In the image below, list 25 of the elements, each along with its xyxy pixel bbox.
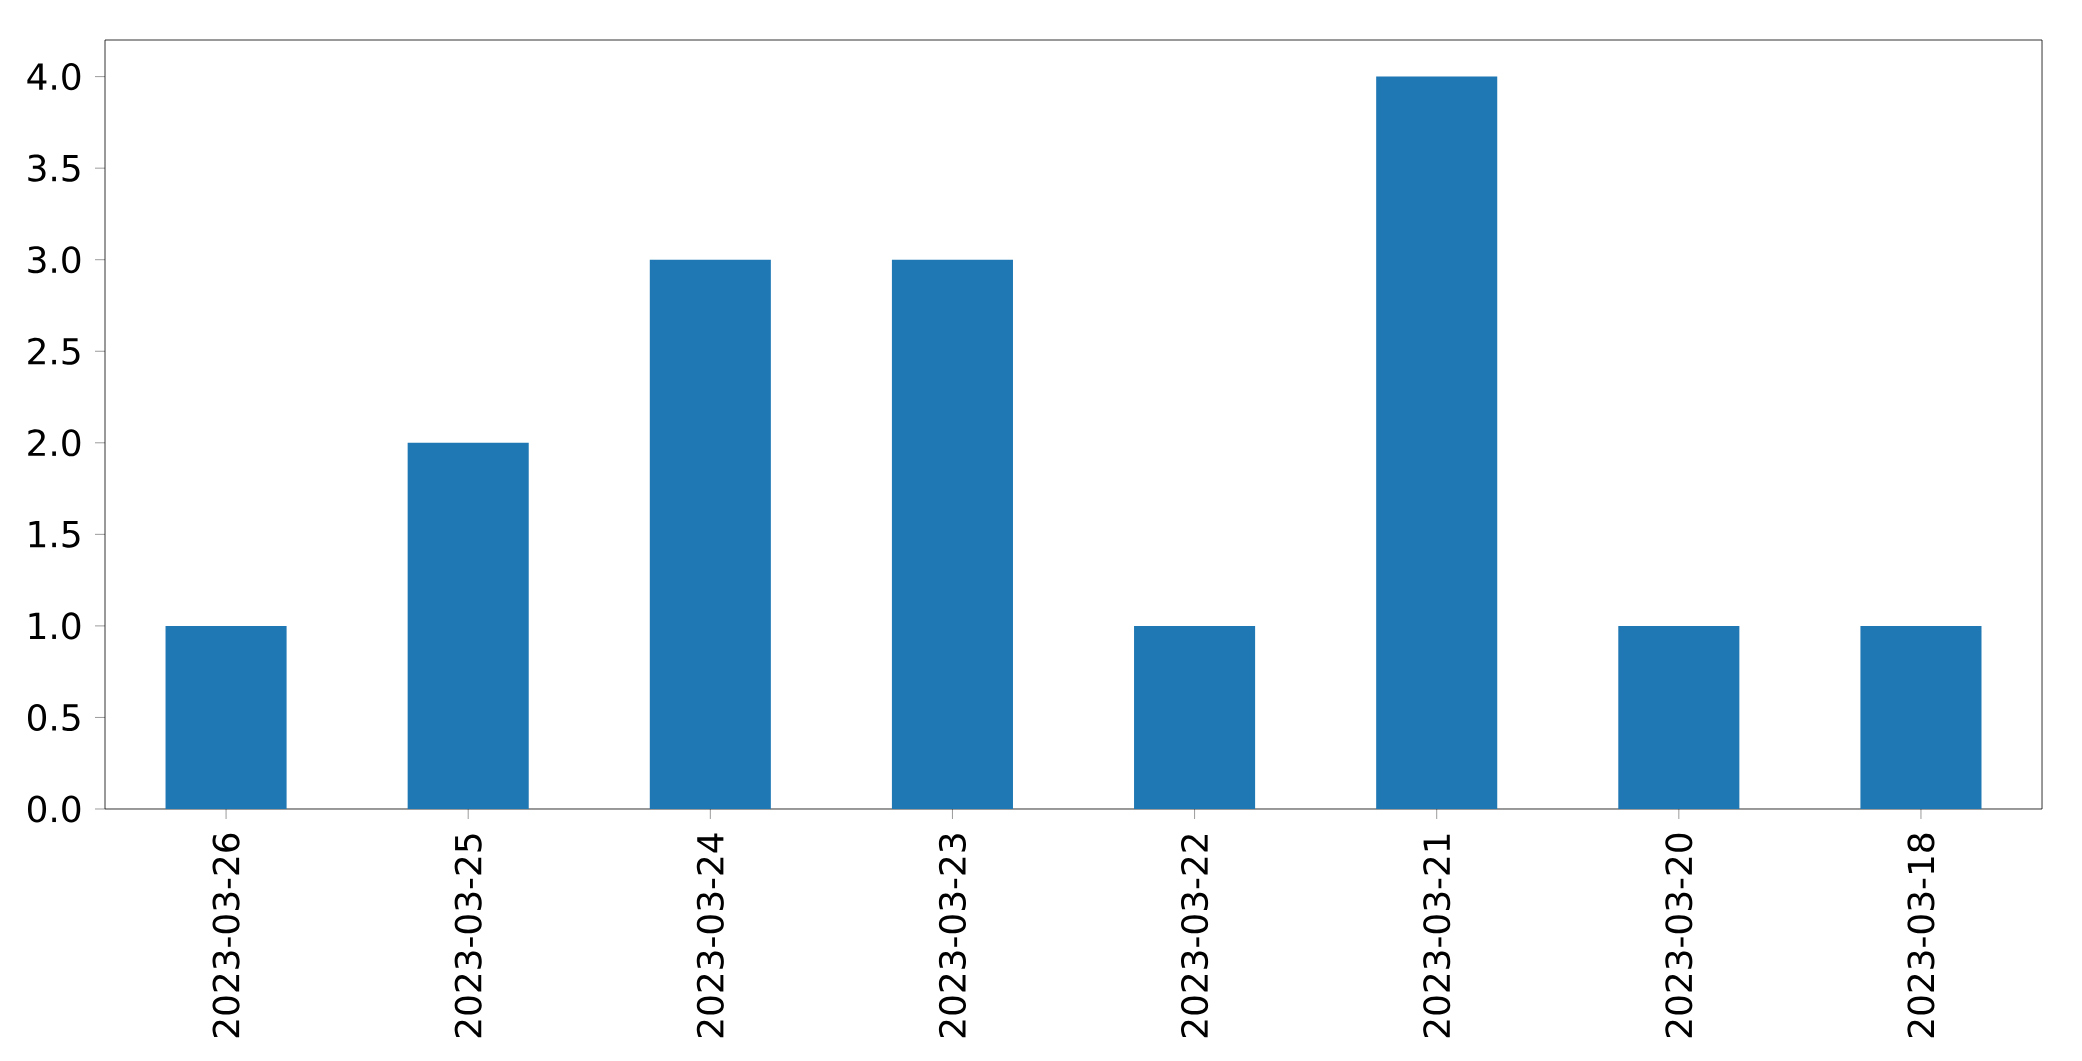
x-tick-label: 2023-03-26	[212, 833, 240, 1038]
x-tick-label: 2023-03-25	[454, 834, 482, 1038]
bar	[1134, 625, 1256, 809]
y-tick-label: 0.5	[27, 703, 80, 732]
bar	[1376, 76, 1498, 809]
x-tick-label: 2023-03-21	[1423, 834, 1451, 1038]
x-tick-label: 2023-03-18	[1907, 833, 1935, 1038]
bar	[1860, 625, 1982, 809]
y-tick-label: 0.0	[27, 795, 81, 823]
y-tick-label: 2.0	[28, 429, 81, 457]
bar	[649, 259, 771, 809]
y-tick-label: 2.5	[28, 337, 80, 365]
y-tick-label: 1.0	[29, 612, 81, 640]
bar	[891, 259, 1013, 809]
y-tick-label: 1.5	[29, 521, 80, 548]
y-tick-label: 4.0	[27, 63, 81, 91]
x-tick-label: 2023-03-24	[696, 833, 724, 1038]
bar	[1618, 625, 1740, 809]
bar	[407, 442, 529, 809]
bar	[165, 625, 287, 809]
y-tick-label: 3.0	[28, 246, 81, 274]
x-tick-label: 2023-03-23	[938, 834, 966, 1038]
x-tick-label: 2023-03-20	[1665, 833, 1693, 1038]
x-tick-label: 2023-03-22	[1181, 835, 1209, 1038]
y-tick-label: 3.5	[28, 154, 80, 182]
